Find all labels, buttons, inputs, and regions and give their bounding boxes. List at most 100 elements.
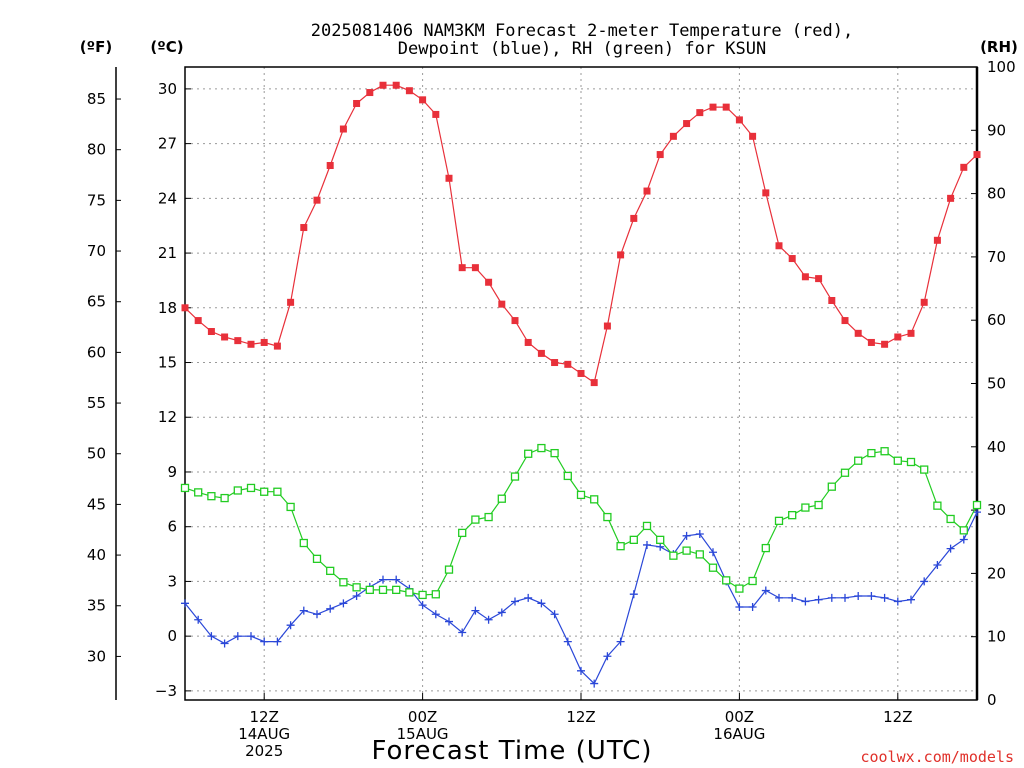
celsius-tick-label: 12 — [158, 408, 177, 426]
rh-point — [590, 495, 599, 504]
celsius-tick-label: 21 — [158, 244, 177, 262]
temperature-point — [392, 81, 400, 89]
dewpoint-point — [629, 590, 638, 599]
rh-point — [246, 483, 256, 493]
temperature-point — [353, 99, 361, 107]
fahrenheit-tick-label: 85 — [87, 90, 106, 108]
dewpoint-point — [920, 577, 929, 586]
temperature-point — [933, 236, 941, 244]
rh-point — [550, 448, 559, 458]
rh-units-label: (RH) — [980, 38, 1018, 56]
temperature-point — [379, 81, 387, 89]
dewpoint-point — [299, 606, 308, 615]
dewpoint-point — [841, 593, 849, 602]
temperature-point — [656, 151, 664, 159]
dewpoint-point — [643, 540, 651, 549]
temperature-point — [326, 162, 334, 170]
dewpoint-point — [656, 542, 665, 551]
rh-point — [458, 528, 467, 538]
temperature-point — [683, 120, 691, 128]
temperature-point — [709, 103, 717, 111]
temperature-point — [287, 298, 295, 306]
dewpoint-point — [761, 586, 770, 595]
dewpoint-point — [775, 593, 783, 602]
temperature-point — [551, 359, 559, 367]
fahrenheit-tick-label: 45 — [87, 495, 106, 513]
dewpoint-point — [695, 529, 704, 538]
temperature-point — [405, 87, 413, 95]
temperature-point — [828, 296, 836, 304]
temperature-point — [300, 224, 308, 232]
temperature-point — [339, 125, 347, 133]
temperature-point — [920, 298, 928, 306]
rh-point — [273, 487, 282, 496]
dewpoint-point — [537, 599, 546, 608]
dewpoint-point — [867, 592, 876, 601]
dewpoint-point — [511, 597, 519, 606]
fahrenheit-tick-label: 30 — [87, 647, 106, 665]
rh-point — [260, 487, 269, 496]
rh-point — [286, 502, 295, 512]
rh-tick-label: 100 — [987, 58, 1016, 76]
dewpoint-point — [893, 597, 902, 606]
dewpoint-point — [484, 615, 493, 624]
grid-lines — [185, 67, 977, 700]
temperature-point — [366, 89, 374, 97]
rh-point — [735, 584, 744, 593]
dewpoint-point — [880, 593, 889, 602]
plot-frame — [184, 66, 978, 701]
x-tick-label: 2025 — [245, 742, 283, 760]
celsius-tick-label: 9 — [167, 463, 177, 481]
chart-title-line-2: Dewpoint (blue), RH (green) for KSUN — [398, 39, 766, 59]
dewpoint-point — [471, 606, 480, 615]
dewpoint-point — [946, 544, 955, 553]
temperature-point — [181, 304, 189, 312]
dewpoint-point — [854, 592, 863, 601]
dewpoint-point — [590, 679, 599, 688]
rh-point — [339, 578, 348, 587]
x-tick-label: 12Z — [250, 708, 279, 726]
dewpoint-point — [748, 602, 757, 611]
rh-point — [484, 512, 493, 522]
temperature-point — [630, 214, 638, 222]
temperature-point — [973, 151, 981, 159]
data-series — [180, 81, 982, 688]
temperature-point — [603, 322, 611, 330]
x-tick-label: 16AUG — [713, 725, 765, 743]
dewpoint-point — [973, 508, 981, 517]
temperature-point — [894, 333, 902, 341]
rh-point — [854, 456, 863, 465]
fahrenheit-tick-label: 50 — [87, 445, 106, 463]
temperature-point — [234, 337, 242, 345]
temperature-point — [194, 317, 202, 325]
temperature-point — [881, 340, 889, 348]
rh-tick-label: 40 — [987, 438, 1006, 456]
temperature-point — [854, 329, 862, 337]
x-axis-label: Forecast Time (UTC) — [371, 736, 652, 766]
rh-point — [392, 585, 401, 595]
temperature-point — [775, 242, 783, 250]
rh-tick-label: 10 — [987, 628, 1006, 646]
rh-point — [444, 565, 454, 574]
rh-point — [497, 494, 506, 503]
dewpoint-point — [260, 637, 269, 646]
temperature-point — [907, 329, 915, 337]
rh-point — [194, 488, 203, 497]
dewpoint-point — [379, 575, 387, 584]
rh-point — [431, 590, 440, 599]
temperature-point — [590, 379, 598, 387]
dewpoint-point — [735, 602, 744, 611]
rh-point — [405, 588, 414, 597]
temperature-point — [643, 187, 651, 195]
dewpoint-point — [339, 599, 348, 608]
dewpoint-point — [352, 592, 361, 601]
temperature-point — [247, 340, 255, 348]
x-tick-label: 12Z — [883, 708, 912, 726]
rh-point — [840, 468, 850, 477]
rh-point — [629, 535, 638, 545]
dewpoint-point — [392, 575, 401, 584]
dewpoint-point — [788, 593, 797, 602]
rh-point — [920, 465, 929, 474]
temperature-point — [419, 96, 427, 104]
temperature-point — [577, 369, 585, 377]
